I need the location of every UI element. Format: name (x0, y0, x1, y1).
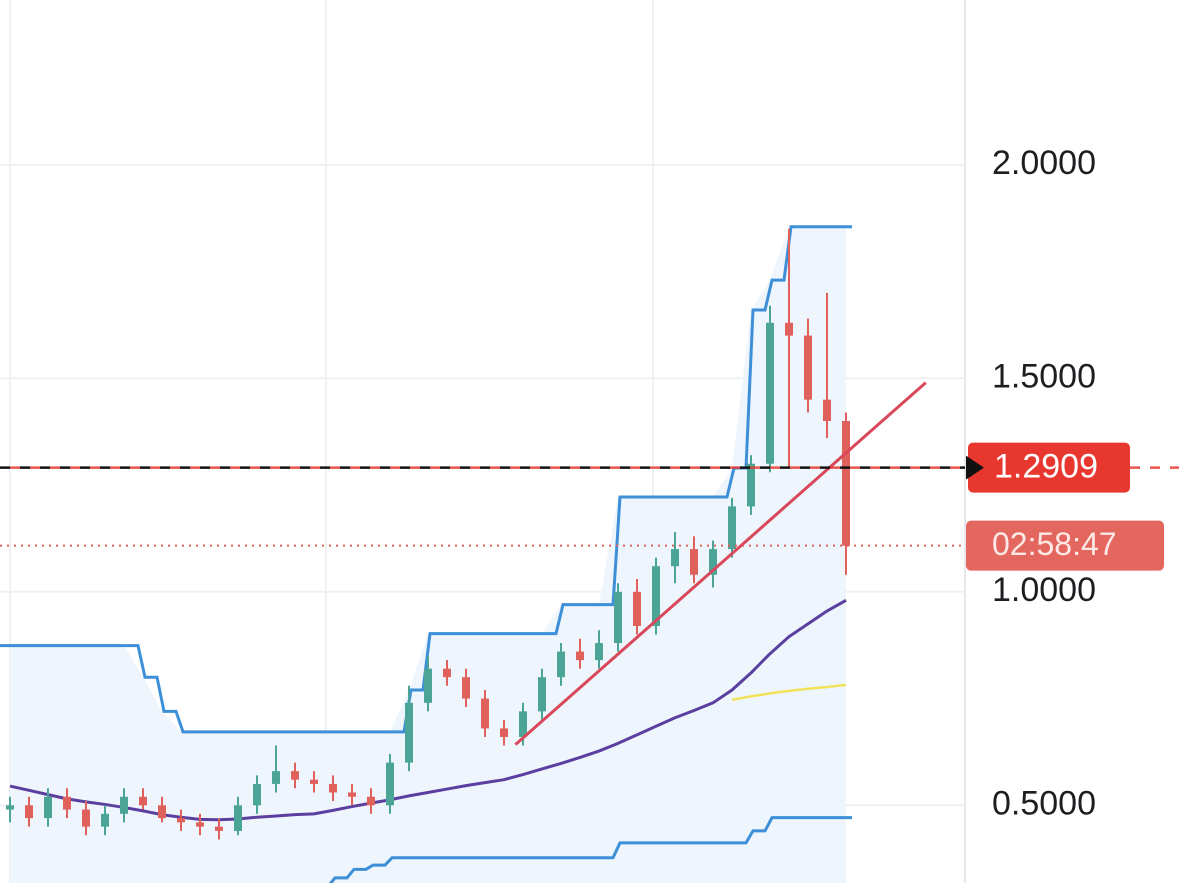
candle-body (82, 809, 90, 827)
candle-body (614, 591, 622, 644)
y-tick-label: 2.0000 (992, 144, 1096, 182)
candle-body (690, 549, 698, 575)
moving-average-long (731, 683, 847, 702)
candle-body (310, 779, 318, 784)
countdown-box (966, 520, 1164, 571)
trendline (514, 381, 927, 746)
candle-body (785, 322, 793, 336)
countdown: 02:58:47 (992, 526, 1117, 562)
candle-body (6, 805, 14, 810)
price-label: 1.2909 (994, 448, 1098, 486)
candle-body (63, 796, 71, 810)
candle-body (44, 796, 52, 819)
candle-body (595, 643, 603, 661)
candle-body (25, 805, 33, 819)
candle-body (842, 421, 850, 546)
candle-body (462, 677, 470, 699)
candle-body (709, 549, 717, 575)
candle-body (424, 668, 432, 703)
candle-body (576, 651, 584, 661)
price-marker (966, 455, 984, 480)
candle-body (443, 668, 451, 678)
candle-body (519, 711, 527, 737)
price-axis: 2.0000 1.5000 1.0000 0.5000 (992, 144, 1096, 822)
y-tick-label: 1.0000 (992, 571, 1096, 609)
candle-body (272, 771, 280, 784)
candle-body (405, 702, 413, 763)
candle-body (158, 805, 166, 819)
lower-band (328, 816, 852, 883)
candle-body (291, 771, 299, 780)
candle-body (633, 591, 641, 626)
candle-body (177, 818, 185, 823)
candle-body (766, 322, 774, 464)
candle-body (538, 677, 546, 712)
y-tick-label: 0.5000 (992, 784, 1096, 822)
candle-body (557, 651, 565, 678)
y-tick-label: 1.5000 (992, 357, 1096, 395)
candle-body (481, 698, 489, 729)
candle-body (500, 728, 508, 737)
plot-area (0, 163, 965, 883)
candle-body (139, 796, 147, 806)
candle-body (196, 822, 204, 827)
candle-body (120, 796, 128, 814)
price-label-box (968, 442, 1130, 493)
candle-body (253, 783, 261, 806)
candle-body (234, 805, 242, 831)
candle-body (348, 792, 356, 797)
candle-body (652, 566, 660, 626)
candle-body (215, 826, 223, 831)
candle-body (671, 549, 679, 567)
band-fill (10, 226, 846, 883)
candle-body (728, 506, 736, 550)
moving-average (9, 599, 847, 822)
candle-body (386, 762, 394, 806)
candle-body (329, 783, 337, 793)
candle-body (804, 335, 812, 400)
candle-body (823, 399, 831, 422)
candle-body (101, 813, 109, 827)
candle-body (747, 463, 755, 507)
candle-body (367, 796, 375, 806)
upper-band (0, 225, 852, 734)
